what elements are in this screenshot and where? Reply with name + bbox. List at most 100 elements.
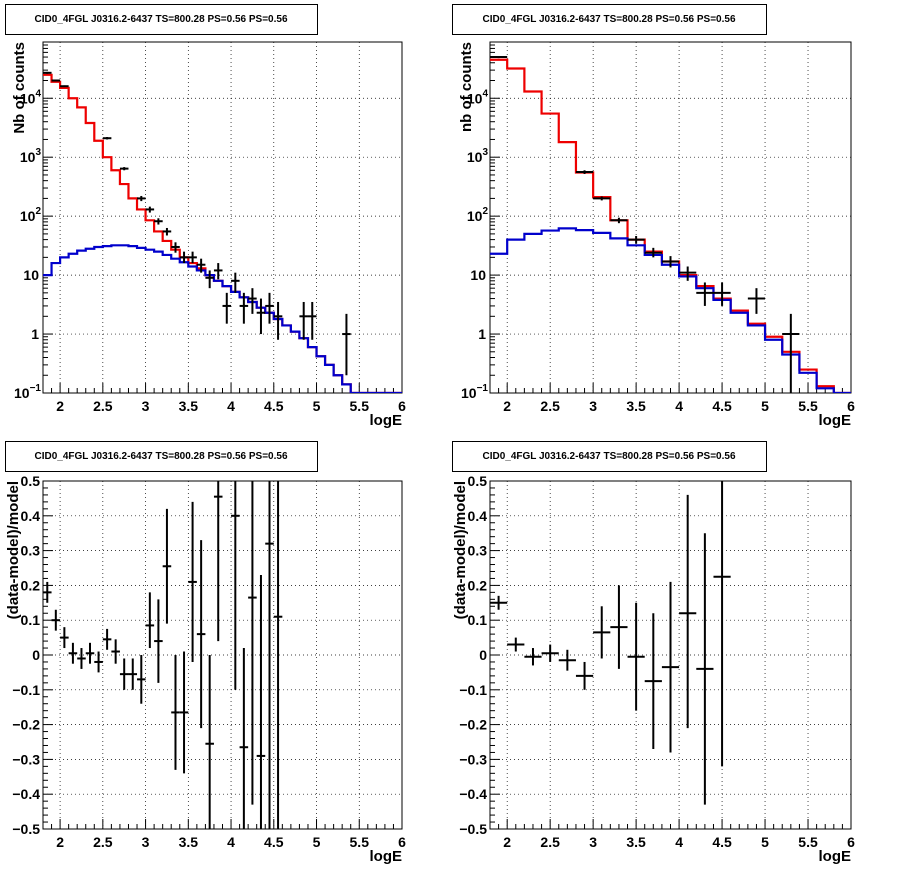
data-point bbox=[644, 613, 662, 749]
title-box bbox=[452, 4, 767, 35]
data-point bbox=[490, 595, 508, 610]
data-point bbox=[696, 282, 714, 306]
data-point bbox=[137, 195, 146, 202]
y-tick-label: 103 bbox=[467, 147, 489, 165]
data-point bbox=[627, 602, 645, 711]
data-point bbox=[593, 196, 611, 201]
x-tick-label: 3.5 bbox=[626, 398, 646, 414]
grid bbox=[43, 42, 402, 393]
y-tick-label: −0.2 bbox=[459, 717, 487, 733]
data-point bbox=[575, 170, 594, 174]
x-ticks bbox=[489, 383, 852, 393]
data-point bbox=[179, 651, 189, 774]
y-tick-label: 0.4 bbox=[468, 508, 488, 524]
y-tick-label: 0.4 bbox=[21, 508, 41, 524]
data-layer bbox=[43, 71, 402, 393]
y-tick-label: −0.1 bbox=[12, 682, 40, 698]
y-tick-label: 1 bbox=[478, 326, 486, 342]
data-point bbox=[610, 217, 628, 224]
data-point bbox=[60, 85, 69, 88]
y-tick-label: −0.5 bbox=[459, 821, 487, 837]
y-tick-label: −0.3 bbox=[459, 751, 487, 767]
data-point bbox=[205, 655, 214, 829]
y-tick-label: −0.2 bbox=[12, 717, 40, 733]
data-point bbox=[179, 251, 189, 264]
x-ticks bbox=[489, 819, 852, 829]
y-tick-label: 102 bbox=[20, 206, 42, 224]
x-tick-label: 3 bbox=[142, 398, 150, 414]
data-layer bbox=[43, 481, 283, 829]
data-point bbox=[222, 292, 232, 324]
chart-panel-3: CID0_4FGL J0316.2-6437 TS=800.28 PS=0.56… bbox=[5, 441, 406, 865]
data-point bbox=[231, 481, 240, 690]
data-point bbox=[85, 642, 95, 664]
data-point bbox=[196, 540, 206, 729]
x-tick-label: 2 bbox=[503, 834, 511, 850]
y-tick-label: 0.5 bbox=[21, 473, 41, 489]
data-point bbox=[43, 71, 52, 74]
x-tick-label: 4.5 bbox=[264, 834, 284, 850]
data-point bbox=[145, 592, 155, 649]
x-axis-label: logE bbox=[370, 848, 403, 865]
grid bbox=[43, 481, 402, 829]
data-point bbox=[627, 236, 645, 244]
y-axis-label: Nb of counts bbox=[11, 42, 28, 134]
data-point bbox=[231, 272, 240, 293]
data-point bbox=[644, 247, 662, 258]
x-tick-label: 2 bbox=[56, 834, 64, 850]
chart-title: CID0_4FGL J0316.2-6437 TS=800.28 PS=0.56… bbox=[482, 14, 735, 25]
x-tick-label: 5 bbox=[761, 834, 769, 850]
y-tick-label: −0.1 bbox=[459, 682, 487, 698]
data-point bbox=[273, 301, 283, 340]
x-tick-label: 4 bbox=[227, 398, 235, 414]
data-point bbox=[541, 644, 559, 662]
data-point bbox=[661, 256, 680, 268]
data-point bbox=[299, 301, 308, 340]
data-point bbox=[679, 266, 697, 281]
data-point bbox=[77, 648, 86, 669]
data-point bbox=[273, 481, 283, 829]
plot-frame bbox=[42, 480, 403, 830]
data-point bbox=[119, 167, 129, 171]
y-tick-label: 0.2 bbox=[21, 577, 41, 593]
x-tick-label: 3.5 bbox=[179, 398, 199, 414]
x-tick-label: 5 bbox=[313, 834, 321, 850]
x-ticks bbox=[42, 819, 403, 829]
y-tick-label: 10−1 bbox=[461, 383, 488, 401]
data-point bbox=[137, 655, 146, 704]
y-tick-label: 0.5 bbox=[468, 473, 488, 489]
y-axis-label: (data-model)/model bbox=[452, 481, 469, 619]
data-point bbox=[68, 642, 78, 664]
chart-title: CID0_4FGL J0316.2-6437 TS=800.28 PS=0.56… bbox=[34, 451, 287, 462]
data-point bbox=[102, 137, 112, 140]
title-box bbox=[5, 441, 318, 472]
data-point bbox=[111, 639, 120, 664]
x-tick-label: 2.5 bbox=[540, 398, 560, 414]
data-point bbox=[162, 227, 172, 236]
x-ticks bbox=[42, 383, 403, 393]
data-point bbox=[196, 258, 206, 273]
series-model bbox=[490, 58, 851, 393]
x-tick-label: 4 bbox=[227, 834, 235, 850]
data-point bbox=[239, 292, 249, 324]
x-tick-label: 4.5 bbox=[712, 834, 732, 850]
chart-panel-4: CID0_4FGL J0316.2-6437 TS=800.28 PS=0.56… bbox=[452, 441, 855, 865]
x-tick-label: 5.5 bbox=[798, 398, 818, 414]
data-point bbox=[593, 606, 611, 659]
data-point bbox=[60, 627, 69, 649]
chart-title: CID0_4FGL J0316.2-6437 TS=800.28 PS=0.56… bbox=[482, 451, 735, 462]
data-point bbox=[51, 79, 61, 82]
chart-panel-1: CID0_4FGL J0316.2-6437 TS=800.28 PS=0.56… bbox=[5, 4, 406, 429]
data-point bbox=[782, 313, 800, 393]
chart-title: CID0_4FGL J0316.2-6437 TS=800.28 PS=0.56… bbox=[34, 14, 287, 25]
data-point bbox=[188, 501, 197, 662]
data-point bbox=[145, 206, 155, 213]
y-tick-label: 0.3 bbox=[468, 543, 488, 559]
title-box bbox=[5, 4, 318, 35]
y-tick-label: −0.3 bbox=[12, 751, 40, 767]
data-point bbox=[265, 292, 274, 324]
x-tick-label: 5.5 bbox=[350, 398, 370, 414]
plot-frame bbox=[489, 41, 852, 394]
x-tick-label: 5.5 bbox=[798, 834, 818, 850]
